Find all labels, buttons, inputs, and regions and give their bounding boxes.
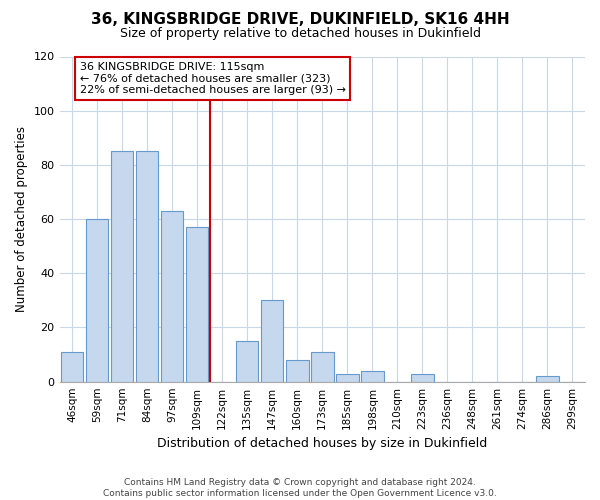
Text: 36 KINGSBRIDGE DRIVE: 115sqm
← 76% of detached houses are smaller (323)
22% of s: 36 KINGSBRIDGE DRIVE: 115sqm ← 76% of de… — [80, 62, 346, 95]
Bar — [161, 211, 184, 382]
Bar — [86, 219, 109, 382]
Bar — [361, 371, 383, 382]
Bar — [111, 152, 133, 382]
Bar — [136, 152, 158, 382]
Bar — [186, 227, 208, 382]
Bar — [536, 376, 559, 382]
Bar — [336, 374, 359, 382]
Y-axis label: Number of detached properties: Number of detached properties — [15, 126, 28, 312]
Bar — [61, 352, 83, 382]
Bar — [286, 360, 308, 382]
Text: Contains HM Land Registry data © Crown copyright and database right 2024.
Contai: Contains HM Land Registry data © Crown c… — [103, 478, 497, 498]
Text: Size of property relative to detached houses in Dukinfield: Size of property relative to detached ho… — [119, 28, 481, 40]
Bar — [411, 374, 434, 382]
Bar — [236, 341, 259, 382]
Text: 36, KINGSBRIDGE DRIVE, DUKINFIELD, SK16 4HH: 36, KINGSBRIDGE DRIVE, DUKINFIELD, SK16 … — [91, 12, 509, 28]
Bar — [261, 300, 283, 382]
Bar — [311, 352, 334, 382]
X-axis label: Distribution of detached houses by size in Dukinfield: Distribution of detached houses by size … — [157, 437, 487, 450]
